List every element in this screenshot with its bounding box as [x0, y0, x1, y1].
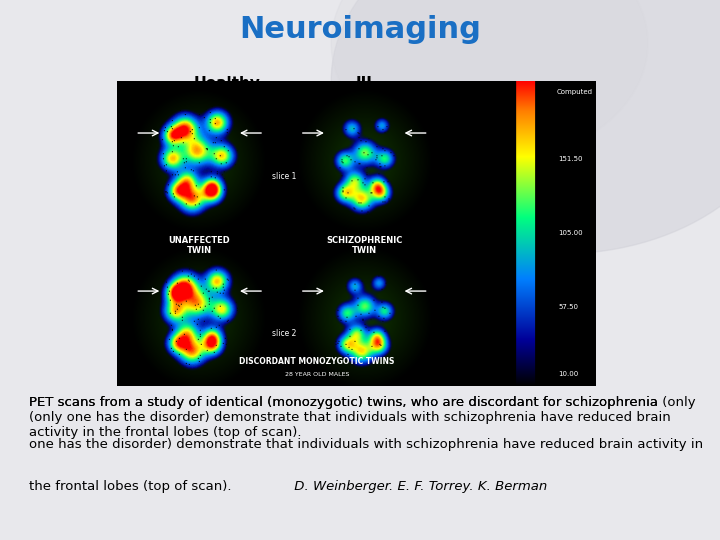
Text: 57.50: 57.50 [558, 304, 578, 310]
Text: Computed: Computed [557, 89, 593, 95]
Text: PET scans from a study of identical (monozygotic) twins, who are discordant for : PET scans from a study of identical (mon… [29, 396, 696, 409]
Text: III: III [355, 76, 372, 91]
Text: PET scans from a study of identical (monozygotic) twins, who are discordant for : PET scans from a study of identical (mon… [29, 396, 670, 439]
Text: the frontal lobes (top of scan).: the frontal lobes (top of scan). [29, 480, 231, 493]
Text: slice 1: slice 1 [271, 172, 296, 180]
Text: SCHIZOPHRENIC
TWIN: SCHIZOPHRENIC TWIN [327, 236, 403, 255]
Text: 10.00: 10.00 [558, 371, 578, 377]
Circle shape [331, 0, 720, 254]
Text: one has the disorder) demonstrate that individuals with schizophrenia have reduc: one has the disorder) demonstrate that i… [29, 438, 703, 451]
Text: slice 2: slice 2 [271, 328, 296, 338]
Text: 28 YEAR OLD MALES: 28 YEAR OLD MALES [284, 372, 349, 377]
Text: 105.00: 105.00 [558, 230, 583, 236]
Text: Neuroimaging: Neuroimaging [239, 15, 481, 44]
Text: UNAFFECTED
TWIN: UNAFFECTED TWIN [168, 236, 230, 255]
Text: DISCORDANT MONOZYGOTIC TWINS: DISCORDANT MONOZYGOTIC TWINS [239, 357, 395, 366]
Text: Healthy: Healthy [194, 76, 260, 91]
Text: 151.50: 151.50 [558, 156, 582, 162]
Text: PET scans from a study of identical (monozygotic) twins, who are discordant for : PET scans from a study of identical (mon… [29, 396, 703, 439]
Text: D. Weinberger. E. F. Torrey. K. Berman: D. Weinberger. E. F. Torrey. K. Berman [290, 480, 548, 493]
Circle shape [331, 0, 648, 162]
